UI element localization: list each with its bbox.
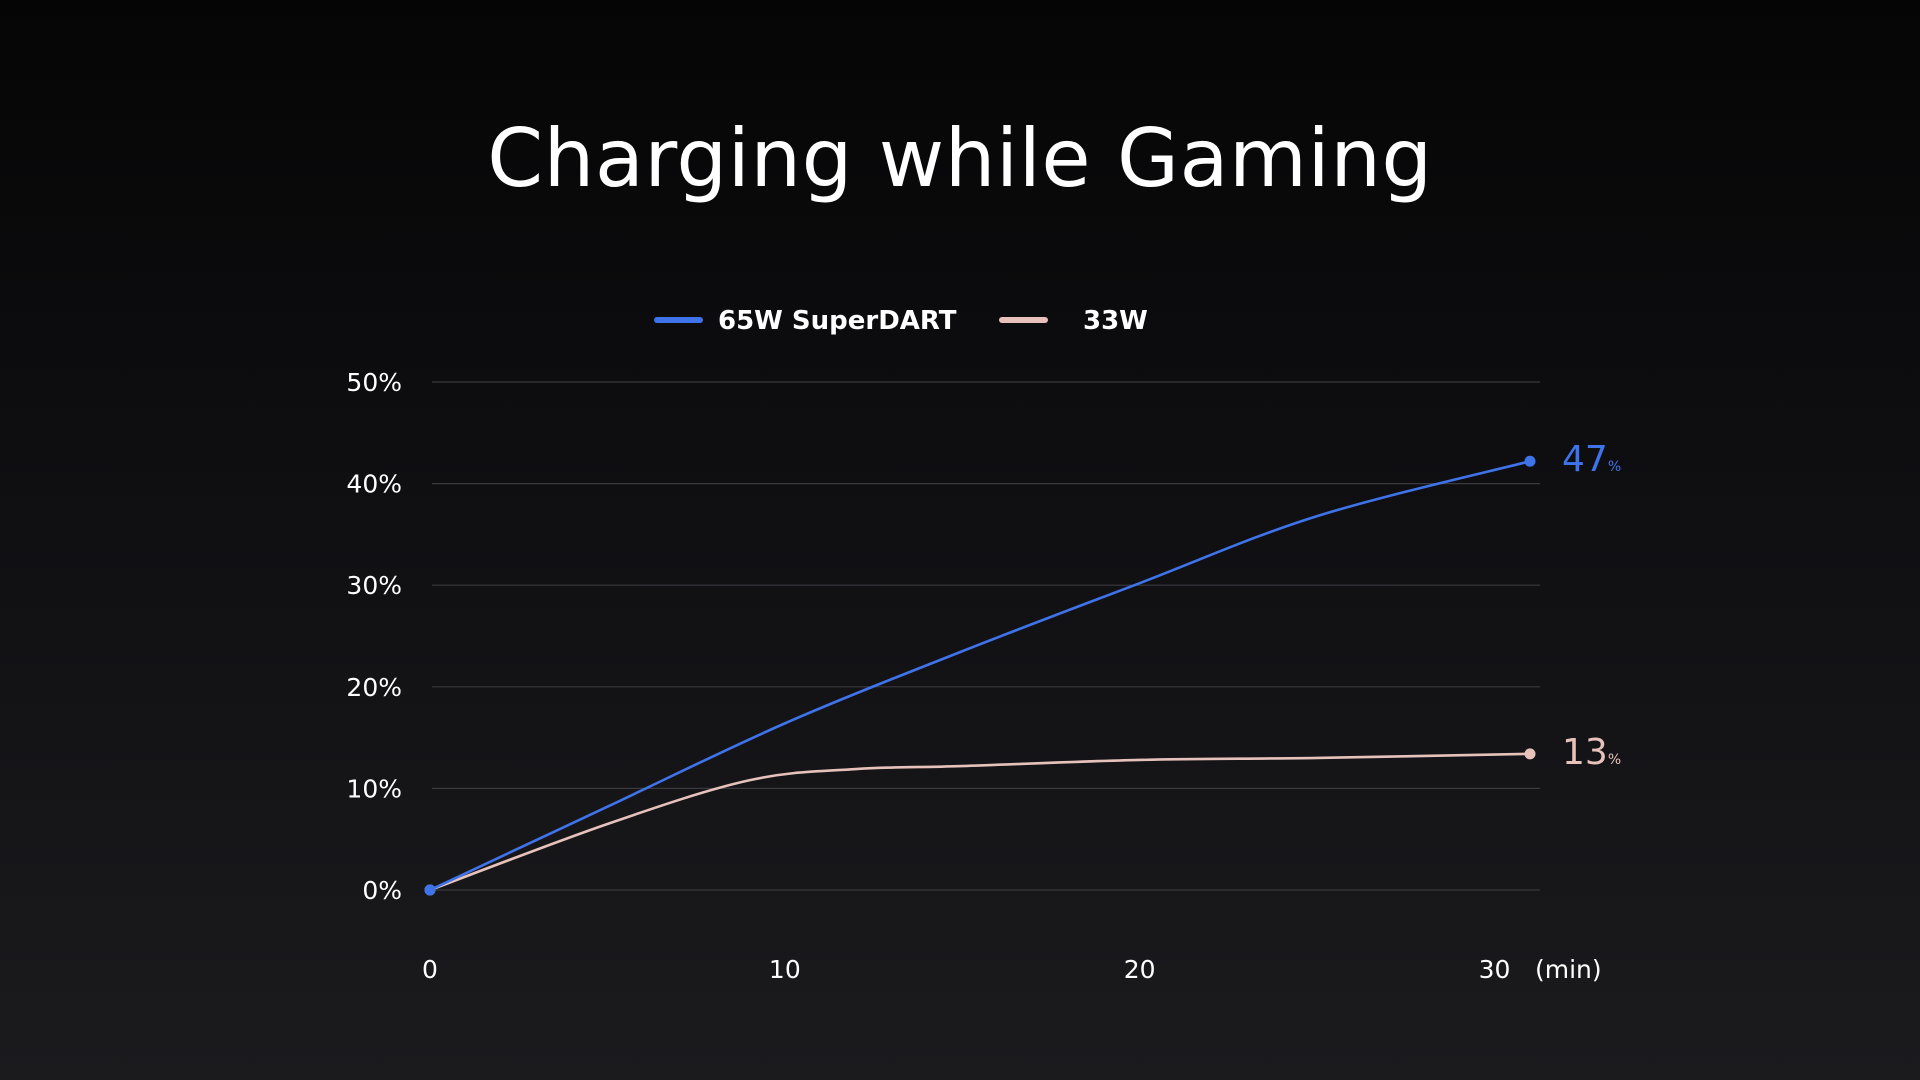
y-tick-label: 0% xyxy=(362,876,402,905)
series-end-label: 13% xyxy=(1562,732,1621,773)
y-axis-ticks: 50% 40% 30% 20% 10% 0% xyxy=(346,368,402,905)
series-start-point xyxy=(424,884,436,896)
y-tick-label: 40% xyxy=(346,470,402,499)
x-tick-label: 30 xyxy=(1479,955,1511,984)
y-tick-label: 30% xyxy=(346,571,402,600)
chart-title: Charging while Gaming xyxy=(487,112,1433,205)
legend-label: 33W xyxy=(1083,306,1148,336)
gridlines xyxy=(432,381,1540,891)
x-axis-unit-label: (min) xyxy=(1535,955,1602,984)
x-tick-label: 20 xyxy=(1124,955,1156,984)
series-end-point xyxy=(1524,748,1536,760)
x-tick-label: 0 xyxy=(422,955,438,984)
series-line-1 xyxy=(428,752,1532,892)
y-tick-label: 10% xyxy=(346,774,402,803)
legend-label: 65W SuperDART xyxy=(718,306,957,336)
y-tick-label: 50% xyxy=(346,368,402,397)
series-end-point xyxy=(1524,455,1536,467)
series-end-label: 47% xyxy=(1562,439,1621,480)
series-lines: 13% 47% xyxy=(424,439,1621,896)
x-axis-ticks: 0 10 20 30 (min) xyxy=(422,955,1602,984)
x-tick-label: 10 xyxy=(769,955,801,984)
legend: 65W SuperDART 33W xyxy=(654,306,1148,336)
y-tick-label: 20% xyxy=(346,673,402,702)
series-line-0 xyxy=(428,459,1532,892)
